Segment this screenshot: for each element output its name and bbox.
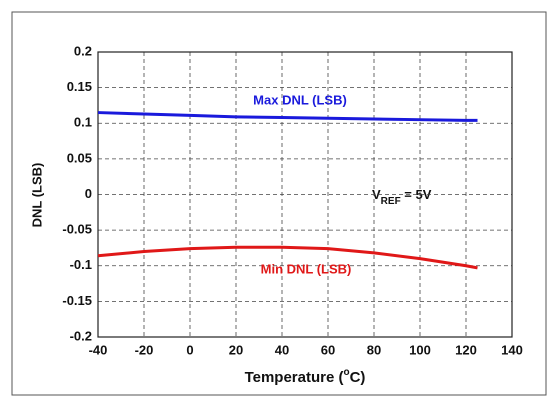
y-tick-label: 0.1 [74, 115, 92, 130]
y-tick-label: -0.15 [62, 293, 92, 308]
frame [11, 11, 547, 396]
y-tick-label: -0.1 [70, 257, 92, 272]
y-tick-label: 0 [85, 186, 92, 201]
y-axis-label: DNL (LSB) [29, 163, 44, 228]
y-tick-label: -0.05 [62, 222, 92, 237]
series-label: Max DNL (LSB) [253, 92, 347, 107]
series-line [97, 245, 478, 270]
y-tick-label: 0.15 [67, 79, 92, 94]
x-tick-label: 120 [455, 342, 477, 357]
plot-border [97, 51, 513, 338]
x-tick-label: 80 [367, 342, 381, 357]
series-label: Min DNL (LSB) [261, 261, 352, 276]
x-tick-label: 60 [321, 342, 335, 357]
x-tick-label: 100 [409, 342, 431, 357]
y-tick-label: 0.05 [67, 150, 92, 165]
series-line [97, 111, 478, 122]
y-tick-label: -0.2 [70, 328, 92, 343]
x-tick-label: -20 [135, 342, 154, 357]
y-tick-label: 0.2 [74, 43, 92, 58]
x-axis-label: Temperature (oC) [245, 367, 366, 386]
x-tick-label: 0 [186, 342, 193, 357]
x-tick-label: 20 [229, 342, 243, 357]
x-tick-label: 40 [275, 342, 289, 357]
x-tick-label: 140 [501, 342, 523, 357]
annotation: VREF = 5V [372, 187, 432, 206]
x-tick-label: -40 [89, 342, 108, 357]
